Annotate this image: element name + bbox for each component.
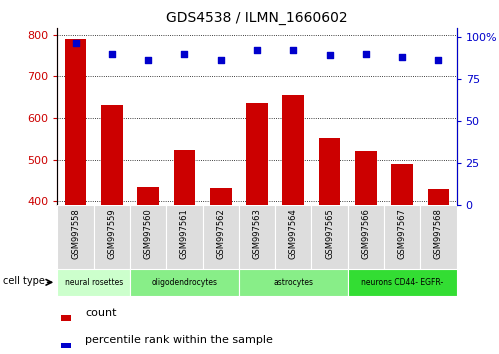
Text: GSM997559: GSM997559 (107, 209, 116, 259)
Text: GSM997567: GSM997567 (398, 209, 407, 259)
Text: cell type: cell type (3, 276, 45, 286)
Text: GSM997560: GSM997560 (144, 209, 153, 259)
Point (71, 41, 79, 46)
Bar (101, 105, 123, 354)
Bar (57, 205, 94, 269)
Bar (65, 39, 86, 354)
Text: neurons CD44- EGFR-: neurons CD44- EGFR- (361, 278, 443, 287)
Bar (319, 138, 340, 354)
Point (144, 57, 152, 63)
Text: GSM997558: GSM997558 (71, 209, 80, 259)
Point (435, 57, 443, 63)
Bar (275, 205, 311, 269)
Bar (203, 205, 239, 269)
Text: GSM997562: GSM997562 (216, 209, 225, 259)
Bar (391, 164, 413, 354)
Text: GSM997561: GSM997561 (180, 209, 189, 259)
Bar (355, 151, 377, 354)
Bar (130, 205, 166, 269)
Point (181, 51, 189, 56)
Text: GSM997564: GSM997564 (289, 209, 298, 259)
Text: percentile rank within the sample: percentile rank within the sample (85, 335, 273, 346)
Bar (174, 150, 195, 354)
Point (253, 47, 261, 53)
Text: GSM997568: GSM997568 (434, 209, 443, 259)
Bar (57, 269, 130, 296)
Point (289, 47, 297, 53)
Text: astrocytes: astrocytes (273, 278, 313, 287)
Text: oligodendrocytes: oligodendrocytes (151, 278, 218, 287)
Text: GSM997565: GSM997565 (325, 209, 334, 259)
Bar (348, 205, 384, 269)
Bar (239, 205, 275, 269)
Bar (428, 189, 449, 354)
Point (362, 51, 370, 56)
Bar (311, 205, 348, 269)
Bar (166, 205, 203, 269)
Bar (282, 95, 304, 354)
Bar (137, 187, 159, 354)
Bar (94, 205, 130, 269)
Point (325, 52, 333, 58)
Bar (348, 269, 457, 296)
Text: GSM997566: GSM997566 (361, 209, 370, 259)
Point (108, 51, 116, 56)
Bar (420, 205, 457, 269)
Bar (130, 269, 239, 296)
Point (217, 57, 225, 63)
Bar (61, 315, 71, 321)
Title: GDS4538 / ILMN_1660602: GDS4538 / ILMN_1660602 (166, 11, 348, 24)
Point (398, 54, 406, 60)
Text: neural rosettes: neural rosettes (64, 278, 123, 287)
Bar (384, 205, 420, 269)
Text: count: count (85, 308, 117, 318)
Bar (246, 103, 268, 354)
Bar (239, 269, 348, 296)
Bar (61, 343, 71, 348)
Bar (210, 188, 232, 354)
Text: GSM997563: GSM997563 (252, 209, 261, 259)
